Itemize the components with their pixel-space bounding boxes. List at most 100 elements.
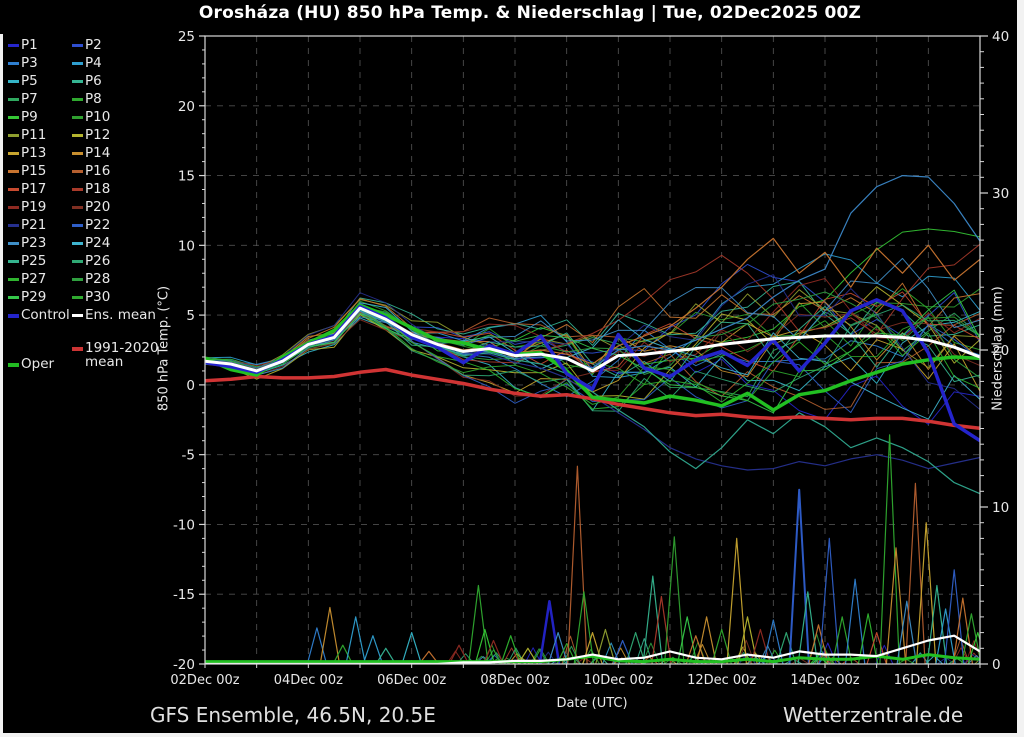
series-group [205,175,980,664]
precip-spike [448,644,470,664]
precip-spike [332,644,354,664]
ensemble-member-precip-spike [663,656,682,664]
legend-item-p9-swatch [8,116,19,119]
legend-item-p6-label: P6 [85,73,102,89]
model-run-caption: GFS Ensemble, 46.5N, 20.5E [150,703,436,727]
legend-item-p4-label: P4 [85,55,102,71]
legend-item-p6-swatch [72,80,83,83]
precip-spike [935,608,956,664]
y-left-tick-label: 5 [186,308,195,324]
ensemble-member-precip-spike [524,647,543,664]
precip-spike [483,639,504,664]
legend-item-p21-swatch [8,224,19,227]
legend-item-p11-label: P11 [21,127,47,143]
legend-item-p12-swatch [72,134,83,137]
y-right-tick-label: 0 [992,657,1001,673]
legend-item-p20-label: P20 [85,199,111,215]
ensemble-member-temp-p4 [205,253,980,379]
legend-item-p2-label: P2 [85,37,102,53]
y-left-tick-label: -10 [173,517,195,533]
y-left-tick-label: 15 [178,169,195,185]
ensemble-member-temp-p27 [205,309,980,410]
y-left-tick-label: -5 [182,448,195,464]
legend-item-p26-swatch [72,260,83,263]
ensemble-member-precip-spike [911,652,930,664]
legend-item-p1-swatch [8,44,19,47]
precip-spike [375,647,397,664]
legend-item-p14-swatch [72,152,83,155]
legend-item-p22-label: P22 [85,217,111,233]
ensemble-member-precip-spike [530,648,549,664]
legend-item-p17-swatch [8,188,19,191]
precip-spike [418,650,440,664]
precip-spike [595,628,616,664]
precip-spike [345,616,366,664]
page-edge-bottom [0,733,1024,737]
legend-item-p8-label: P8 [85,91,102,107]
precip-spike [362,635,384,664]
oper-line [205,303,980,412]
legend-item-p23-swatch [8,242,19,245]
legend-item-p1-label: P1 [21,37,38,53]
x-tick-label: 06Dec 00z [377,673,446,688]
ens-mean-precip-line [205,634,980,664]
precip-spike [952,597,974,664]
y-left-tick-label: -15 [173,587,195,603]
legend-item-ens-mean-swatch [72,314,83,317]
precip-spike [905,482,926,664]
precip-spike [676,616,698,664]
legend-item-p15-label: P15 [21,163,47,179]
legend-item-p5-swatch [8,80,19,83]
precip-spike [726,537,747,664]
legend-item-p7-swatch [8,98,19,101]
x-tick-label: 10Dec 00z [584,673,653,688]
legend-item-p18-swatch [72,188,83,191]
precip-spike [642,575,664,664]
precip-spike [961,613,980,664]
precip-spike [879,434,900,664]
legend-item-p19-swatch [8,206,19,209]
precip-spike [943,569,965,664]
legend-item-p3-swatch [8,62,19,65]
page-title: Orosháza (HU) 850 hPa Temp. & Niederschl… [198,3,862,23]
legend-item-clim-mean-swatch [72,347,83,351]
legend-item-p27-label: P27 [21,271,47,287]
y-left-tick-label: 10 [178,238,195,254]
legend-item-p16-swatch [72,170,83,173]
precip-spike [926,584,948,664]
ensemble-member-temp-p23 [205,257,980,376]
precip-spike [737,616,758,664]
legend-item-p9-label: P9 [21,109,38,125]
legend-item-p3-label: P3 [21,55,38,71]
legend-item-p17-label: P17 [21,181,47,197]
precip-spike [844,578,866,664]
legend-item-p29-label: P29 [21,289,47,305]
legend-item-ens-mean-label: Ens. mean [85,307,156,323]
legend-item-p13-swatch [8,152,19,155]
precip-spike [306,627,328,664]
legend-item-clim-mean-label: 1991-2020 mean [85,340,159,370]
legend-item-p15-swatch [8,170,19,173]
legend-item-p29-swatch [8,296,19,299]
precip-spike [517,647,539,664]
legend-item-p27-swatch [8,278,19,281]
precip-spike [750,628,771,664]
precip-spike [763,619,784,664]
precip-spike [664,536,685,664]
ensemble-member-temp-p29 [205,289,980,414]
precip-spike [685,635,707,664]
legend-item-p30-label: P30 [85,289,111,305]
ens-mean-line [205,306,980,373]
legend-item-p16-label: P16 [85,163,111,179]
legend-item-p19-label: P19 [21,199,47,215]
oper-precip-line [205,653,980,664]
legend-item-p20-swatch [72,206,83,209]
legend-item-p28-swatch [72,278,83,281]
precip-spike [831,616,853,664]
precip-spike [896,600,918,664]
precip-spike [319,606,341,664]
precip-spike [857,613,879,664]
y-right-tick-label: 30 [992,186,1009,202]
ensemble-member-precip-spike [963,653,980,664]
legend-item-p22-swatch [72,224,83,227]
